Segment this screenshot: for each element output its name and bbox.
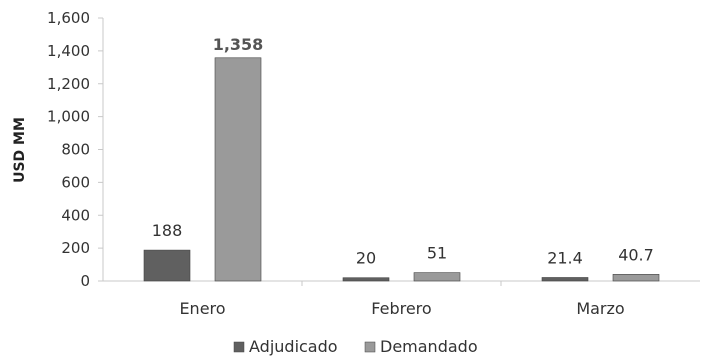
x-category-label: Enero — [179, 299, 225, 318]
y-tick-label: 1,400 — [47, 42, 90, 60]
y-tick-label: 600 — [61, 173, 90, 191]
y-tick-label: 200 — [61, 239, 90, 257]
x-category-label: Febrero — [371, 299, 431, 318]
y-tick-label: 0 — [80, 272, 90, 290]
bar-adjudicado-enero — [143, 249, 191, 282]
data-label: 1,358 — [213, 35, 264, 54]
bar-adjudicado-marzo — [541, 277, 589, 282]
data-label: 51 — [427, 244, 447, 263]
legend-label-adjudicado: Adjudicado — [249, 337, 338, 356]
data-label: 21.4 — [547, 248, 583, 267]
bar-demandado-enero — [214, 57, 262, 282]
bar-demandado-marzo — [612, 274, 660, 282]
legend: Adjudicado Demandado — [233, 337, 478, 356]
data-label: 40.7 — [618, 245, 654, 264]
bar-demandado-febrero — [413, 272, 461, 282]
data-label: 188 — [152, 221, 183, 240]
y-axis-label: USD MM — [12, 117, 28, 183]
y-tick-label: 400 — [61, 206, 90, 224]
data-label: 20 — [356, 249, 376, 268]
y-tick-label: 800 — [61, 141, 90, 159]
y-tick-label: 1,000 — [47, 108, 90, 126]
legend-swatch-demandado — [364, 341, 376, 353]
y-tick-label: 1,600 — [47, 9, 90, 27]
legend-label-demandado: Demandado — [380, 337, 478, 356]
x-category-label: Marzo — [576, 299, 624, 318]
legend-swatch-adjudicado — [233, 341, 245, 353]
bar-adjudicado-febrero — [342, 277, 390, 282]
y-tick-label: 1,200 — [47, 75, 90, 93]
